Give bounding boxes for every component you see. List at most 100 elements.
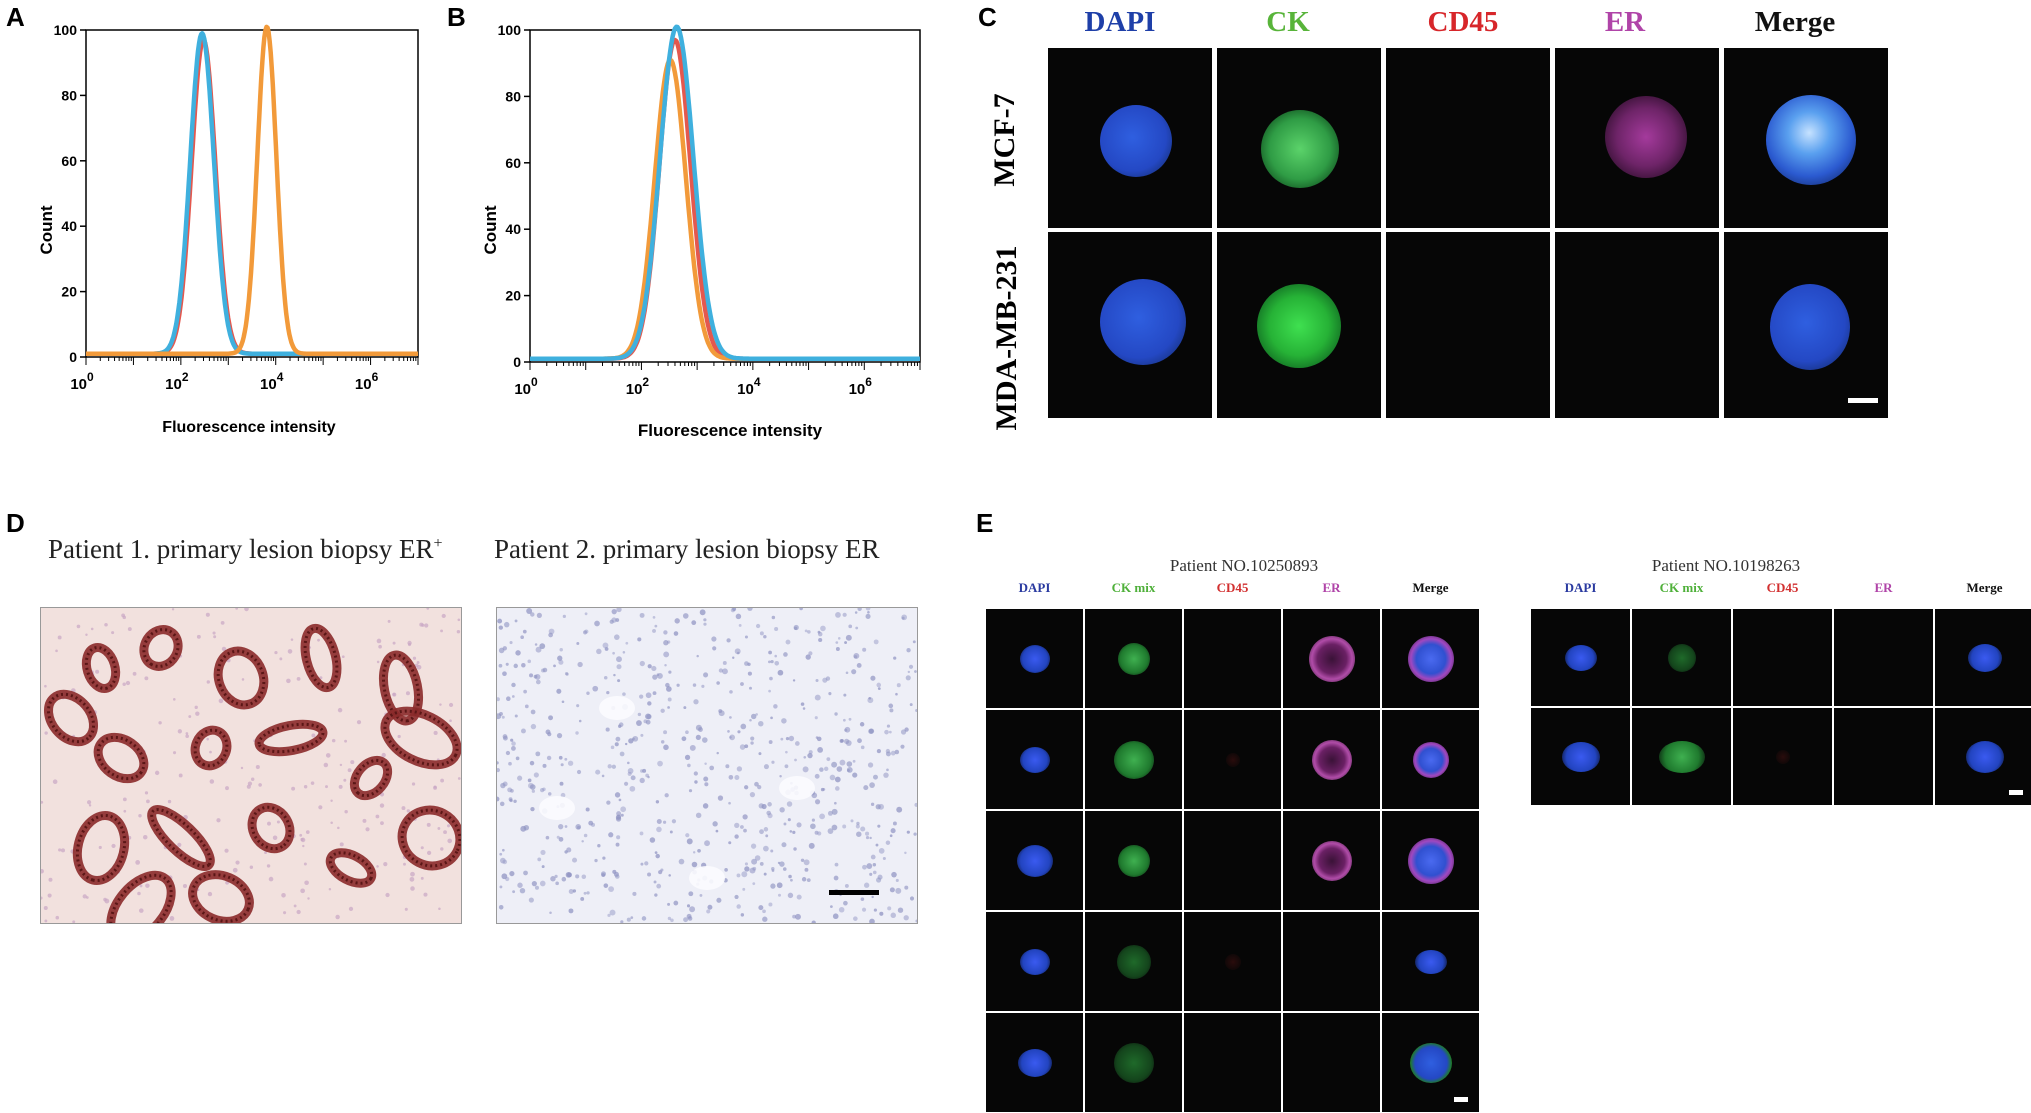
cell-image	[1733, 609, 1832, 706]
stroma-nucleus	[158, 721, 162, 725]
hematoxylin-nucleus	[697, 848, 701, 853]
hematoxylin-nucleus	[667, 697, 672, 702]
hematoxylin-nucleus	[707, 904, 713, 910]
cell-stain	[1113, 1042, 1154, 1083]
hematoxylin-nucleus	[861, 907, 867, 912]
stroma-nucleus	[144, 791, 149, 795]
hematoxylin-nucleus	[626, 917, 631, 922]
stroma-nucleus	[406, 809, 411, 813]
stroma-nucleus	[362, 818, 367, 823]
hematoxylin-nucleus	[527, 659, 532, 664]
hematoxylin-nucleus	[875, 843, 879, 847]
hematoxylin-nucleus	[842, 612, 847, 617]
y-tick-label: 20	[505, 288, 521, 304]
hematoxylin-nucleus	[627, 768, 634, 774]
cell-stain	[1225, 752, 1240, 767]
hematoxylin-nucleus	[641, 916, 647, 921]
stroma-nucleus	[356, 720, 362, 725]
hematoxylin-nucleus	[497, 618, 503, 624]
hematoxylin-nucleus	[891, 871, 897, 878]
hematoxylin-nucleus	[529, 784, 536, 790]
hematoxylin-nucleus	[546, 755, 552, 761]
hematoxylin-nucleus	[651, 665, 657, 672]
hematoxylin-nucleus	[513, 663, 518, 669]
stroma-nucleus	[125, 680, 131, 686]
hematoxylin-nucleus	[499, 852, 503, 856]
hematoxylin-nucleus	[645, 692, 652, 699]
hematoxylin-nucleus	[630, 775, 636, 781]
hematoxylin-nucleus	[577, 661, 583, 668]
hematoxylin-nucleus	[500, 857, 506, 864]
stroma-nucleus	[95, 669, 100, 674]
hematoxylin-nucleus	[897, 907, 904, 913]
hematoxylin-nucleus	[556, 688, 562, 694]
lumen	[599, 696, 635, 720]
hematoxylin-nucleus	[761, 803, 767, 810]
hematoxylin-nucleus	[750, 713, 757, 720]
hematoxylin-nucleus	[835, 647, 840, 651]
x-tick-label: 104	[737, 375, 761, 398]
hematoxylin-nucleus	[763, 827, 769, 832]
hematoxylin-nucleus	[859, 722, 865, 727]
hematoxylin-nucleus	[887, 906, 892, 911]
stroma-nucleus	[182, 883, 188, 889]
hematoxylin-nucleus	[848, 624, 853, 629]
hematoxylin-nucleus	[628, 738, 634, 744]
hematoxylin-nucleus	[744, 744, 749, 749]
histogram-series	[528, 57, 922, 361]
hematoxylin-nucleus	[768, 740, 773, 744]
stroma-nucleus	[410, 886, 415, 891]
hematoxylin-nucleus	[792, 679, 796, 682]
hematoxylin-nucleus	[616, 664, 622, 670]
stroma-nucleus	[392, 692, 397, 697]
stroma-nucleus	[328, 888, 332, 891]
hematoxylin-nucleus	[906, 830, 910, 834]
hematoxylin-nucleus	[783, 652, 788, 657]
stroma-nucleus	[419, 622, 424, 627]
cell-image	[1382, 1013, 1479, 1112]
stroma-nucleus	[267, 821, 271, 826]
stroma-nucleus	[206, 737, 209, 741]
hematoxylin-nucleus	[682, 613, 689, 619]
cell-stain	[1019, 746, 1050, 773]
stroma-nucleus	[307, 897, 310, 900]
hematoxylin-nucleus	[509, 798, 513, 803]
stroma-nucleus	[279, 657, 283, 661]
hematoxylin-nucleus	[727, 730, 730, 733]
stroma-nucleus	[171, 608, 175, 611]
x-tick-label: 106	[355, 370, 379, 393]
hematoxylin-nucleus	[686, 838, 693, 845]
histogram-series	[84, 24, 420, 356]
hematoxylin-nucleus	[597, 844, 601, 848]
hematoxylin-nucleus	[763, 764, 769, 770]
hematoxylin-nucleus	[649, 837, 656, 843]
stroma-nucleus	[409, 876, 415, 882]
x-tick-label: 106	[849, 375, 873, 398]
hematoxylin-nucleus	[811, 818, 815, 822]
stained-gland	[397, 805, 461, 871]
stroma-nucleus	[438, 907, 441, 911]
stroma-nucleus	[303, 862, 307, 866]
hematoxylin-nucleus	[803, 755, 807, 759]
stroma-nucleus	[376, 660, 380, 664]
stroma-nucleus	[337, 826, 340, 830]
stained-gland	[349, 755, 393, 801]
hematoxylin-nucleus	[627, 771, 632, 776]
hematoxylin-nucleus	[856, 821, 860, 826]
hematoxylin-nucleus	[703, 622, 707, 626]
hematoxylin-nucleus	[520, 825, 527, 832]
hematoxylin-nucleus	[576, 769, 582, 775]
hematoxylin-nucleus	[722, 668, 728, 675]
stroma-nucleus	[350, 760, 355, 765]
hematoxylin-nucleus	[784, 764, 789, 769]
hematoxylin-nucleus	[640, 769, 644, 773]
stroma-nucleus	[376, 865, 379, 868]
histogram-series	[528, 37, 922, 361]
stroma-nucleus	[365, 827, 370, 832]
hematoxylin-nucleus	[716, 897, 722, 903]
hematoxylin-nucleus	[545, 835, 550, 840]
hematoxylin-nucleus	[822, 677, 828, 683]
stroma-nucleus	[344, 809, 348, 814]
hematoxylin-nucleus	[530, 806, 535, 812]
hematoxylin-nucleus	[776, 882, 783, 889]
